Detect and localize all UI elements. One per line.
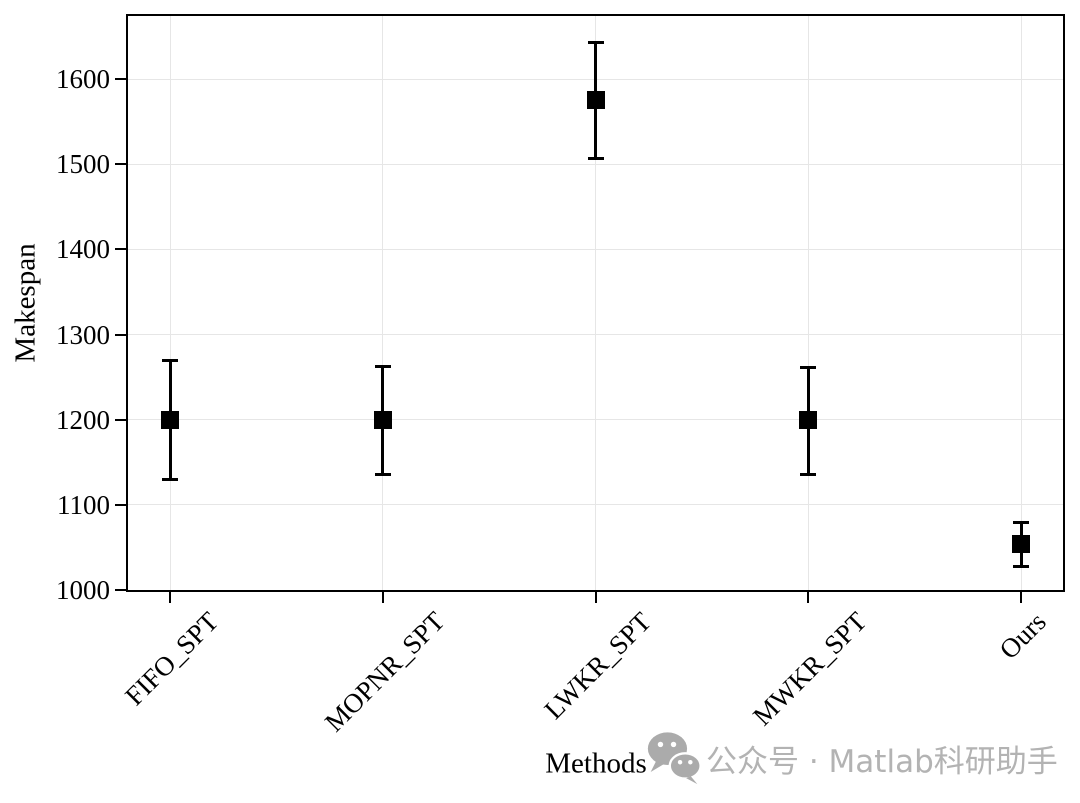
y-axis-tick [115, 503, 126, 506]
x-axis-tick [594, 592, 597, 603]
error-bar-cap-bottom [374, 472, 391, 476]
y-tick-label: 1200 [56, 404, 110, 435]
v-gridline [169, 16, 171, 590]
y-tick-label: 1300 [56, 319, 110, 350]
v-gridline [382, 16, 384, 590]
x-axis-tick [1020, 592, 1022, 603]
x-tick-label: Ours [993, 606, 1052, 665]
x-tick-label: FIFO_SPT [119, 606, 225, 712]
x-axis-tick [169, 592, 171, 603]
watermark-text: 公众号 · Matlab科研助手 [706, 743, 1058, 780]
y-axis-tick [115, 418, 126, 421]
y-tick-label: 1600 [56, 64, 110, 95]
error-bar-cap-top [587, 40, 604, 44]
y-axis-tick [115, 163, 126, 166]
x-tick-label: LWKR_SPT [537, 606, 657, 725]
error-bar-cap-top [374, 365, 391, 369]
error-bar-cap-bottom [1013, 564, 1029, 568]
y-axis-tick [115, 248, 126, 251]
error-bar-cap-bottom [800, 472, 817, 476]
error-bar-cap-bottom [162, 477, 178, 481]
watermark: 公众号 · Matlab科研助手 [646, 729, 1058, 787]
v-gridline [595, 16, 596, 590]
x-tick-label: MWKR_SPT [747, 605, 873, 732]
x-axis-label: Methods [545, 747, 647, 780]
data-point-marker [1012, 535, 1030, 553]
y-tick-label: 1100 [57, 489, 110, 520]
y-tick-label: 1000 [56, 575, 110, 605]
x-axis-tick [381, 592, 384, 603]
x-tick-label: MOPNR_SPT [318, 605, 451, 738]
data-point-marker [586, 91, 605, 110]
y-axis-tick [115, 589, 126, 591]
y-tick-label: 1500 [56, 149, 110, 180]
y-axis-tick [115, 333, 126, 336]
y-tick-label: 1400 [56, 234, 110, 265]
error-bar-cap-top [162, 358, 178, 362]
y-axis-tick [115, 78, 126, 81]
v-gridline [807, 16, 809, 590]
data-point-marker [373, 410, 392, 429]
v-gridline [1020, 16, 1022, 590]
error-bar-cap-bottom [587, 156, 604, 160]
error-bar-cap-top [1013, 521, 1029, 525]
error-bar-cap-top [800, 366, 817, 370]
data-point-marker [161, 410, 179, 429]
x-axis-tick [807, 592, 810, 603]
plot-area [126, 14, 1065, 592]
data-point-marker [799, 410, 818, 429]
wechat-icon [647, 732, 702, 785]
